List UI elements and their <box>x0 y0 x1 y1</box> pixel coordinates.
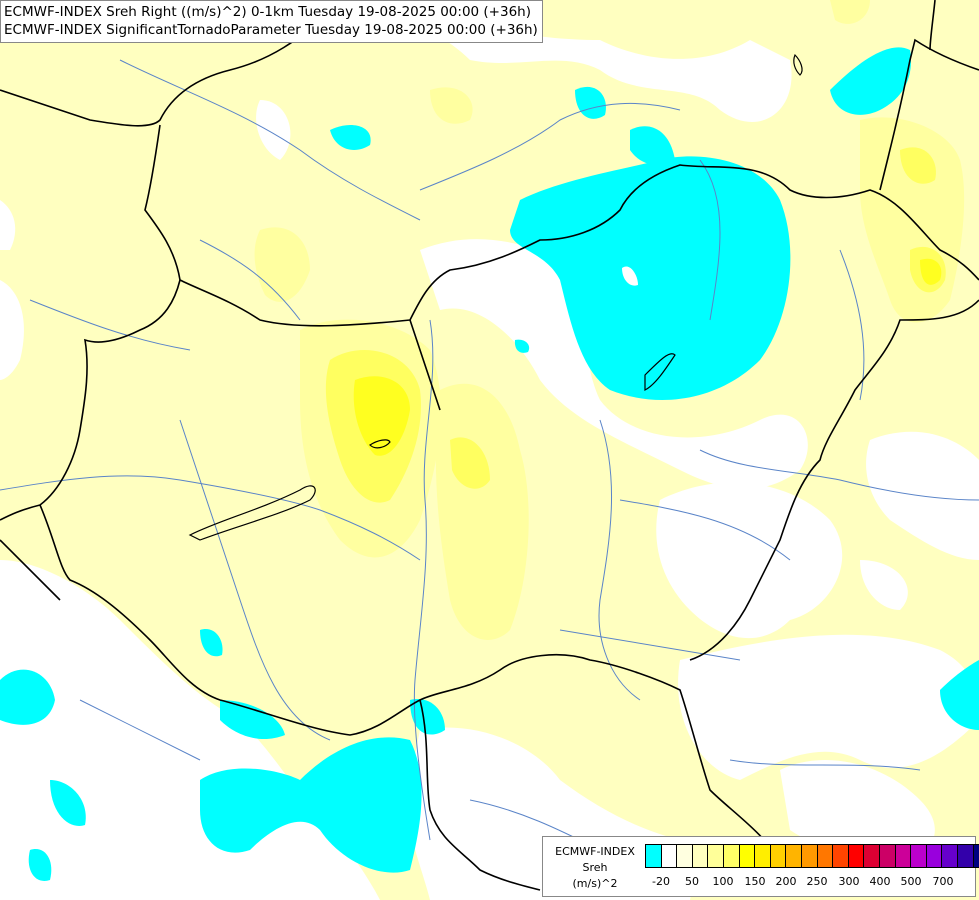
legend-swatch <box>676 844 693 868</box>
map-title-box: ECMWF-INDEX Sreh Right ((m/s)^2) 0-1km T… <box>0 0 543 43</box>
lakes <box>188 53 803 541</box>
legend-swatch <box>754 844 771 868</box>
cyan-areas <box>0 47 979 881</box>
map-title-line-1: ECMWF-INDEX Sreh Right ((m/s)^2) 0-1km T… <box>4 4 531 20</box>
rivers <box>0 59 979 851</box>
legend-swatch <box>957 844 974 868</box>
color-legend: ECMWF-INDEX Sreh (m/s)^2 -20 50 100 150 200 2… <box>542 836 979 897</box>
legend-swatch <box>660 844 678 868</box>
legend-title-line-1: ECMWF-INDEX <box>555 845 635 858</box>
legend-swatch <box>847 844 865 868</box>
legend-title-line-3: (m/s)^2 <box>572 877 618 890</box>
legend-swatch <box>691 844 709 868</box>
legend-swatch <box>879 844 896 868</box>
legend-tick-label: 250 <box>806 875 828 888</box>
legend-tick-label: 150 <box>744 875 766 888</box>
legend-swatch <box>925 844 943 868</box>
legend-swatch <box>785 844 802 868</box>
legend-swatch <box>910 844 927 868</box>
legend-swatch <box>707 844 724 868</box>
white-hole <box>622 266 638 286</box>
white-areas <box>0 14 979 900</box>
map-title-line-2: ECMWF-INDEX SignificantTornadoParameter … <box>4 22 538 38</box>
legend-tick-label: 500 <box>900 875 922 888</box>
legend-tick-label: 100 <box>712 875 734 888</box>
legend-tick-label: 700 <box>932 875 954 888</box>
legend-swatch <box>941 844 958 868</box>
legend-swatch <box>738 844 756 868</box>
legend-tick-label: -20 <box>652 875 670 888</box>
legend-title-line-2: Sreh <box>582 861 608 874</box>
legend-tick-label: 300 <box>838 875 860 888</box>
legend-swatch <box>801 844 818 868</box>
legend-tick-label: 50 <box>685 875 699 888</box>
legend-swatch <box>769 844 787 868</box>
legend-swatch <box>863 844 880 868</box>
legend-swatch <box>832 844 849 868</box>
legend-swatch <box>972 844 979 868</box>
legend-swatch <box>723 844 740 868</box>
legend-swatch <box>816 844 834 868</box>
legend-swatch <box>645 844 662 868</box>
bright-yellow-area <box>353 258 942 456</box>
legend-tick-label: 200 <box>775 875 797 888</box>
legend-swatch <box>894 844 912 868</box>
legend-tick-label: 400 <box>869 875 891 888</box>
